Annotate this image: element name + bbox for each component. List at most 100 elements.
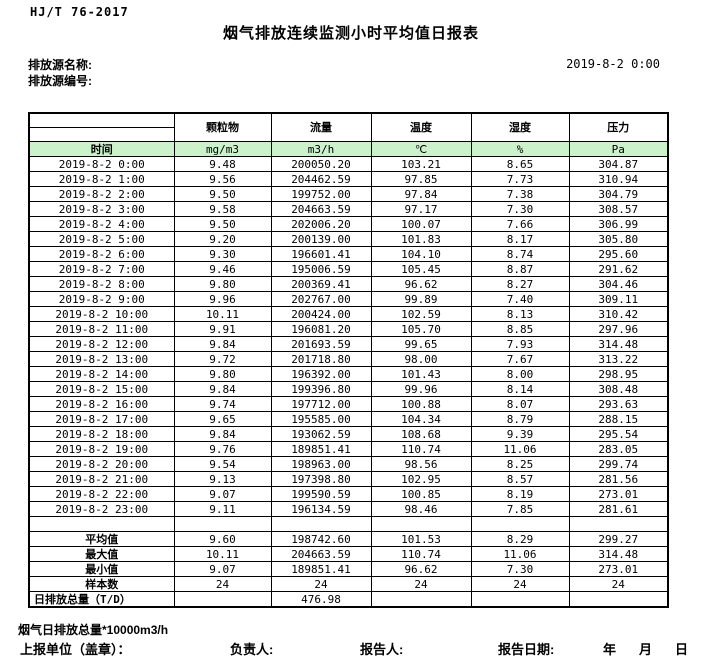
value-cell: 7.73 (470, 171, 570, 187)
summary-value-cell: 24 (270, 576, 372, 592)
value-cell: 98.56 (370, 456, 472, 472)
blank-cell (568, 516, 669, 532)
value-cell: 204462.59 (270, 171, 372, 187)
summary-row: 最大值 10.11 204663.59 110.74 11.06 314.48 (28, 546, 669, 562)
value-cell: 8.57 (470, 471, 570, 487)
value-cell: 105.45 (370, 261, 472, 277)
time-cell: 2019-8-2 9:00 (28, 291, 175, 307)
value-cell: 99.96 (370, 381, 472, 397)
value-cell: 8.79 (470, 411, 570, 427)
unit-mg-m3: mg/m3 (173, 141, 272, 157)
time-cell: 2019-8-2 17:00 (28, 411, 175, 427)
report-datetime: 2019-8-2 0:00 (566, 57, 660, 71)
value-cell: 103.21 (370, 156, 472, 172)
value-cell: 100.85 (370, 486, 472, 502)
time-cell: 2019-8-2 2:00 (28, 186, 175, 202)
value-cell: 309.11 (568, 291, 669, 307)
summary-label-cell: 平均值 (28, 531, 175, 547)
value-cell: 200369.41 (270, 276, 372, 292)
table-row: 2019-8-2 9:00 9.96 202767.00 99.89 7.40 309.1… (28, 291, 669, 307)
value-cell: 308.48 (568, 381, 669, 397)
value-cell: 104.34 (370, 411, 472, 427)
value-cell: 101.43 (370, 366, 472, 382)
table-row: 2019-8-2 11:00 9.91 196081.20 105.70 8.85 297… (28, 321, 669, 337)
summary-row: 日排放总量（T/D） 476.98 (28, 591, 669, 608)
value-cell: 8.85 (470, 321, 570, 337)
value-cell: 9.96 (173, 291, 272, 307)
value-cell: 305.80 (568, 231, 669, 247)
value-cell: 105.70 (370, 321, 472, 337)
value-cell: 97.85 (370, 171, 472, 187)
value-cell: 9.65 (173, 411, 272, 427)
value-cell: 101.83 (370, 231, 472, 247)
value-cell: 295.54 (568, 426, 669, 442)
summary-label-cell: 样本数 (28, 576, 175, 592)
report-date-label: 报告日期: (498, 642, 555, 657)
value-cell: 310.42 (568, 306, 669, 322)
value-cell: 189851.41 (270, 441, 372, 457)
time-cell: 2019-8-2 22:00 (28, 486, 175, 502)
value-cell: 8.74 (470, 246, 570, 262)
value-cell: 9.50 (173, 216, 272, 232)
year-label: 年 (603, 642, 617, 657)
summary-value-cell: 8.29 (470, 531, 570, 547)
value-cell: 197712.00 (270, 396, 372, 412)
table-row: 2019-8-2 4:00 9.50 202006.20 100.07 7.66 306.… (28, 216, 669, 232)
value-cell: 100.88 (370, 396, 472, 412)
time-cell: 2019-8-2 19:00 (28, 441, 175, 457)
emission-source-name-label: 排放源名称: (28, 58, 92, 72)
time-cell: 2019-8-2 4:00 (28, 216, 175, 232)
value-cell: 8.07 (470, 396, 570, 412)
summary-value-cell: 96.62 (370, 561, 472, 577)
value-cell: 9.84 (173, 336, 272, 352)
value-cell: 196081.20 (270, 321, 372, 337)
summary-row: 最小值 9.07 189851.41 96.62 7.30 273.01 (28, 561, 669, 577)
value-cell: 7.93 (470, 336, 570, 352)
value-cell: 273.01 (568, 486, 669, 502)
column-header-temperature: 温度 (370, 112, 472, 142)
total-emission-note: 烟气日排放总量*10000m3/h (18, 623, 169, 637)
time-column-header: 时间 (28, 141, 175, 157)
blank-cell (28, 516, 175, 532)
summary-label-cell: 日排放总量（T/D） (28, 591, 175, 608)
page-title: 烟气排放连续监测小时平均值日报表 (222, 25, 479, 42)
summary-value-cell (470, 591, 570, 608)
value-cell: 281.61 (568, 501, 669, 517)
blank-cell (270, 516, 372, 532)
value-cell: 9.91 (173, 321, 272, 337)
time-cell: 2019-8-2 16:00 (28, 396, 175, 412)
value-cell: 9.50 (173, 186, 272, 202)
data-rows: 2019-8-2 0:00 9.48 200050.20 103.21 8.65 304.… (28, 156, 669, 608)
time-cell: 2019-8-2 10:00 (28, 306, 175, 322)
value-cell: 96.62 (370, 276, 472, 292)
table-row: 2019-8-2 23:00 9.11 196134.59 98.46 7.85 281.… (28, 501, 669, 517)
value-cell: 201693.59 (270, 336, 372, 352)
value-cell: 197398.80 (270, 471, 372, 487)
value-cell: 99.65 (370, 336, 472, 352)
table-row: 2019-8-2 19:00 9.76 189851.41 110.74 11.06 28… (28, 441, 669, 457)
value-cell: 195006.59 (270, 261, 372, 277)
table-row: 2019-8-2 1:00 9.56 204462.59 97.85 7.73 310.9… (28, 171, 669, 187)
blank-cell (173, 516, 272, 532)
time-cell: 2019-8-2 21:00 (28, 471, 175, 487)
value-cell: 196601.41 (270, 246, 372, 262)
time-cell: 2019-8-2 11:00 (28, 321, 175, 337)
value-cell: 102.95 (370, 471, 472, 487)
summary-value-cell: 110.74 (370, 546, 472, 562)
value-cell: 293.63 (568, 396, 669, 412)
value-cell: 7.30 (470, 201, 570, 217)
summary-value-cell: 299.27 (568, 531, 669, 547)
value-cell: 198963.00 (270, 456, 372, 472)
time-cell: 2019-8-2 6:00 (28, 246, 175, 262)
blank-cell (470, 516, 570, 532)
time-cell: 2019-8-2 3:00 (28, 201, 175, 217)
value-cell: 108.68 (370, 426, 472, 442)
summary-label-cell: 最小值 (28, 561, 175, 577)
value-cell: 97.17 (370, 201, 472, 217)
summary-value-cell: 189851.41 (270, 561, 372, 577)
value-cell: 9.11 (173, 501, 272, 517)
value-cell: 291.62 (568, 261, 669, 277)
summary-value-cell: 10.11 (173, 546, 272, 562)
summary-value-cell: 476.98 (270, 591, 372, 608)
time-cell: 2019-8-2 8:00 (28, 276, 175, 292)
